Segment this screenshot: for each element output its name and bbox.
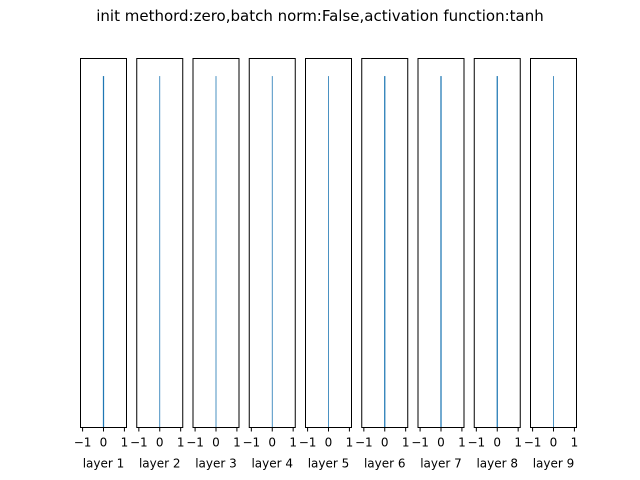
x-tick-label: 0: [325, 436, 333, 450]
x-axis-label: layer 9: [533, 457, 575, 471]
x-tick-label: −1: [411, 436, 429, 450]
x-tick-label: −1: [299, 436, 317, 450]
x-axis-label: layer 8: [476, 457, 518, 471]
x-tick-label: −1: [467, 436, 485, 450]
histogram-bar: [102, 76, 105, 428]
x-tick-label: 0: [381, 436, 389, 450]
x-tick-label: −1: [74, 436, 92, 450]
x-axis-label: layer 5: [308, 457, 350, 471]
histogram-bar: [440, 76, 442, 428]
histogram-bar: [553, 76, 554, 428]
x-axis-label: layer 6: [364, 457, 406, 471]
x-tick-label: 1: [458, 436, 466, 450]
x-axis-label: layer 1: [83, 457, 125, 471]
x-axis-label: layer 2: [139, 457, 181, 471]
x-tick-label: 1: [346, 436, 354, 450]
x-tick-label: 1: [233, 436, 241, 450]
x-tick-label: −1: [524, 436, 542, 450]
x-tick-label: 1: [514, 436, 522, 450]
histogram-bar: [384, 76, 386, 428]
x-tick-label: 1: [402, 436, 410, 450]
x-tick-label: 1: [177, 436, 185, 450]
histogram-bar: [215, 76, 217, 428]
histogram-bar: [159, 76, 161, 428]
x-tick-label: −1: [186, 436, 204, 450]
x-tick-label: 0: [268, 436, 276, 450]
histogram-bar: [271, 76, 273, 428]
histogram-bar: [496, 76, 498, 428]
x-tick-label: 0: [550, 436, 558, 450]
x-tick-label: 0: [100, 436, 108, 450]
x-axis-label: layer 7: [420, 457, 462, 471]
chart-title: init methord:zero,batch norm:False,activ…: [96, 7, 544, 25]
x-tick-label: −1: [355, 436, 373, 450]
x-tick-label: −1: [130, 436, 148, 450]
x-tick-label: 0: [212, 436, 220, 450]
histogram-bar: [328, 76, 329, 428]
x-tick-label: 0: [437, 436, 445, 450]
x-tick-label: −1: [242, 436, 260, 450]
x-tick-label: 1: [289, 436, 297, 450]
x-tick-label: 1: [571, 436, 579, 450]
x-tick-label: 0: [156, 436, 164, 450]
x-axis-label: layer 4: [251, 457, 293, 471]
x-tick-label: 1: [121, 436, 129, 450]
x-axis-label: layer 3: [195, 457, 237, 471]
x-tick-label: 0: [493, 436, 501, 450]
